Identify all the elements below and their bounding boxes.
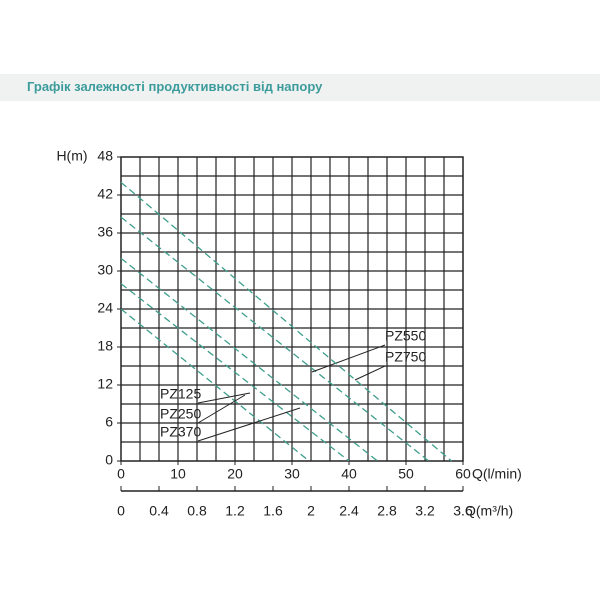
x2-tick-label: 2 [307,503,315,519]
y-tick-label: 36 [97,224,113,240]
header-banner: Графік залежності продуктивності від нап… [0,74,600,101]
series-line [120,308,310,462]
y-tick-label: 42 [97,186,113,202]
leader-line [354,365,386,381]
y-tick-label: 0 [105,452,113,468]
series-label: PZ550 [385,328,426,344]
y-tick-label: 6 [105,414,113,430]
x2-tick-label: 0 [117,503,125,519]
leader-line [197,407,301,442]
x-axis-label: Q(l/min) [472,466,522,482]
header-title: Графік залежності продуктивності від нап… [27,79,323,94]
series-label: PZ750 [385,349,426,365]
x-tick-label: 10 [170,466,186,482]
x2-tick-label: 3.2 [415,503,435,519]
x-tick-label: 30 [284,466,300,482]
x-tick-label: 50 [398,466,414,482]
series-line [120,181,453,462]
y-tick-label: 24 [97,300,113,316]
x2-tick-label: 0.4 [149,503,169,519]
series-line [120,283,350,462]
x2-tick-label: 1.6 [263,503,283,519]
y-tick-label: 12 [97,376,113,392]
leader-line [197,392,251,404]
x2-tick-label: 3.6 [453,503,473,519]
x2-tick-label: 1.2 [225,503,245,519]
series-label: PZ370 [160,424,201,440]
series-label: PZ125 [160,386,201,402]
x-tick-label: 20 [227,466,243,482]
y-tick-label: 30 [97,262,113,278]
leader-line [197,394,246,424]
x2-tick-label: 0.8 [187,503,207,519]
x-tick-label: 0 [117,466,125,482]
series-label: PZ250 [160,406,201,422]
x2-tick-label: 2.8 [377,503,397,519]
y-tick-label: 18 [97,338,113,354]
x2-tick-label: 2.4 [339,503,359,519]
y-axis-label: H(m) [56,148,87,164]
x-tick-label: 40 [341,466,357,482]
x-tick-label: 60 [455,466,471,482]
x2-axis-label: Q(m³/h) [465,503,513,519]
leader-line [311,344,386,373]
y-tick-label: 48 [97,148,113,164]
